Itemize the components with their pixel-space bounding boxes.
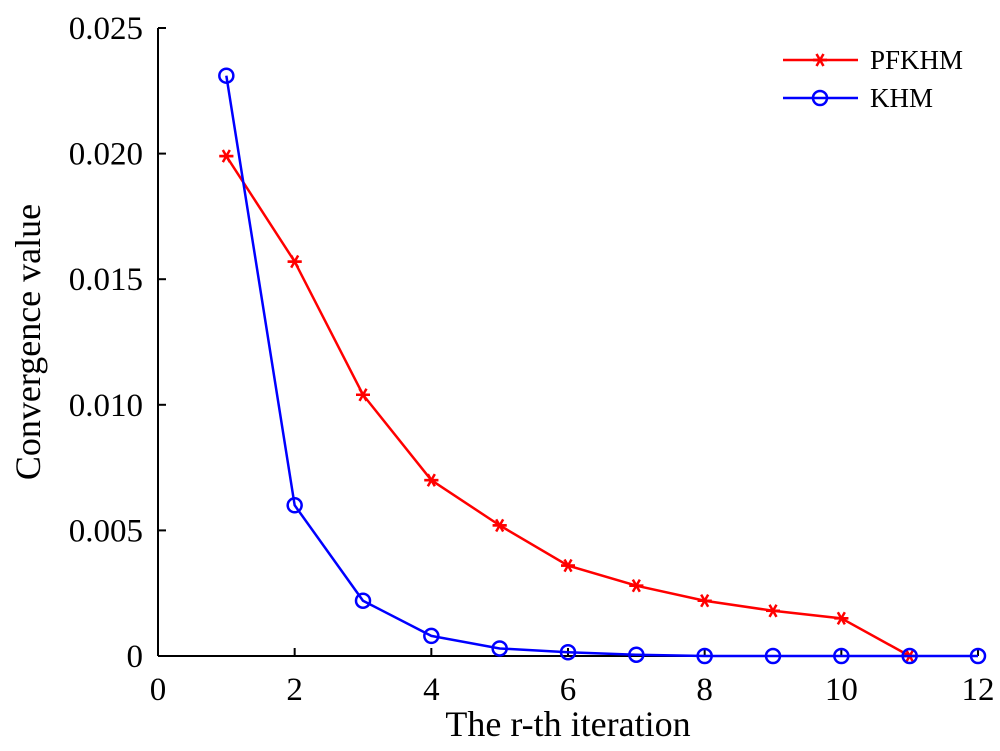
data-point-asterisk	[561, 558, 575, 573]
x-tick-label: 6	[560, 672, 577, 708]
data-point-circle	[286, 497, 303, 514]
data-point-circle	[354, 592, 372, 609]
data-point-asterisk	[492, 518, 507, 533]
series-pfkhm	[219, 149, 917, 663]
x-axis-title: The r-th iteration	[445, 704, 690, 744]
y-tick-label: 0.010	[69, 388, 143, 424]
series	[218, 67, 987, 665]
data-point-circle	[901, 647, 918, 665]
series-khm	[218, 67, 987, 665]
data-point-circle	[833, 647, 850, 665]
y-tick-label: 0.005	[69, 513, 143, 549]
legend-item: KHM	[783, 83, 933, 113]
data-point-circle	[969, 647, 987, 665]
x-tick-label: 10	[825, 672, 858, 708]
data-point-circle	[491, 640, 508, 657]
legend: PFKHM KHM	[783, 45, 963, 113]
data-point-asterisk	[424, 473, 439, 487]
series-line	[225, 75, 978, 658]
data-point-circle	[559, 643, 577, 661]
data-point-asterisk	[766, 604, 780, 618]
x-tick-label: 2	[286, 672, 303, 708]
data-point-circle	[423, 627, 440, 645]
x-tick-label: 4	[423, 672, 440, 708]
y-tick-label: 0.015	[69, 262, 143, 298]
data-point-asterisk	[697, 594, 712, 608]
data-point-circle	[764, 647, 782, 665]
series-line	[225, 155, 911, 658]
y-tick-label: 0.025	[69, 11, 143, 47]
data-point-asterisk	[834, 611, 849, 626]
y-tick-label: 0	[127, 639, 144, 675]
legend-item: PFKHM	[783, 45, 963, 75]
x-tick-label: 0	[150, 672, 167, 708]
data-point-asterisk	[356, 388, 370, 402]
legend-label: KHM	[870, 83, 933, 113]
data-point-circle	[628, 646, 645, 663]
data-point-asterisk	[287, 254, 302, 269]
data-point-asterisk	[813, 53, 827, 67]
data-point-circle	[218, 67, 235, 84]
y-axis-title: Convergence value	[8, 204, 48, 480]
ticks: 0 2 4 6 8 10 12 0 0.005 0.010 0.015 0.020 0.025	[69, 11, 995, 708]
x-tick-label: 8	[696, 672, 713, 708]
y-tick-label: 0.020	[69, 137, 143, 173]
axes	[157, 28, 978, 657]
data-point-asterisk	[629, 578, 644, 593]
x-tick-label: 12	[962, 672, 995, 708]
legend-label: PFKHM	[870, 45, 963, 75]
data-point-circle	[696, 647, 713, 665]
data-point-asterisk	[219, 149, 234, 163]
data-point-circle	[811, 89, 829, 107]
